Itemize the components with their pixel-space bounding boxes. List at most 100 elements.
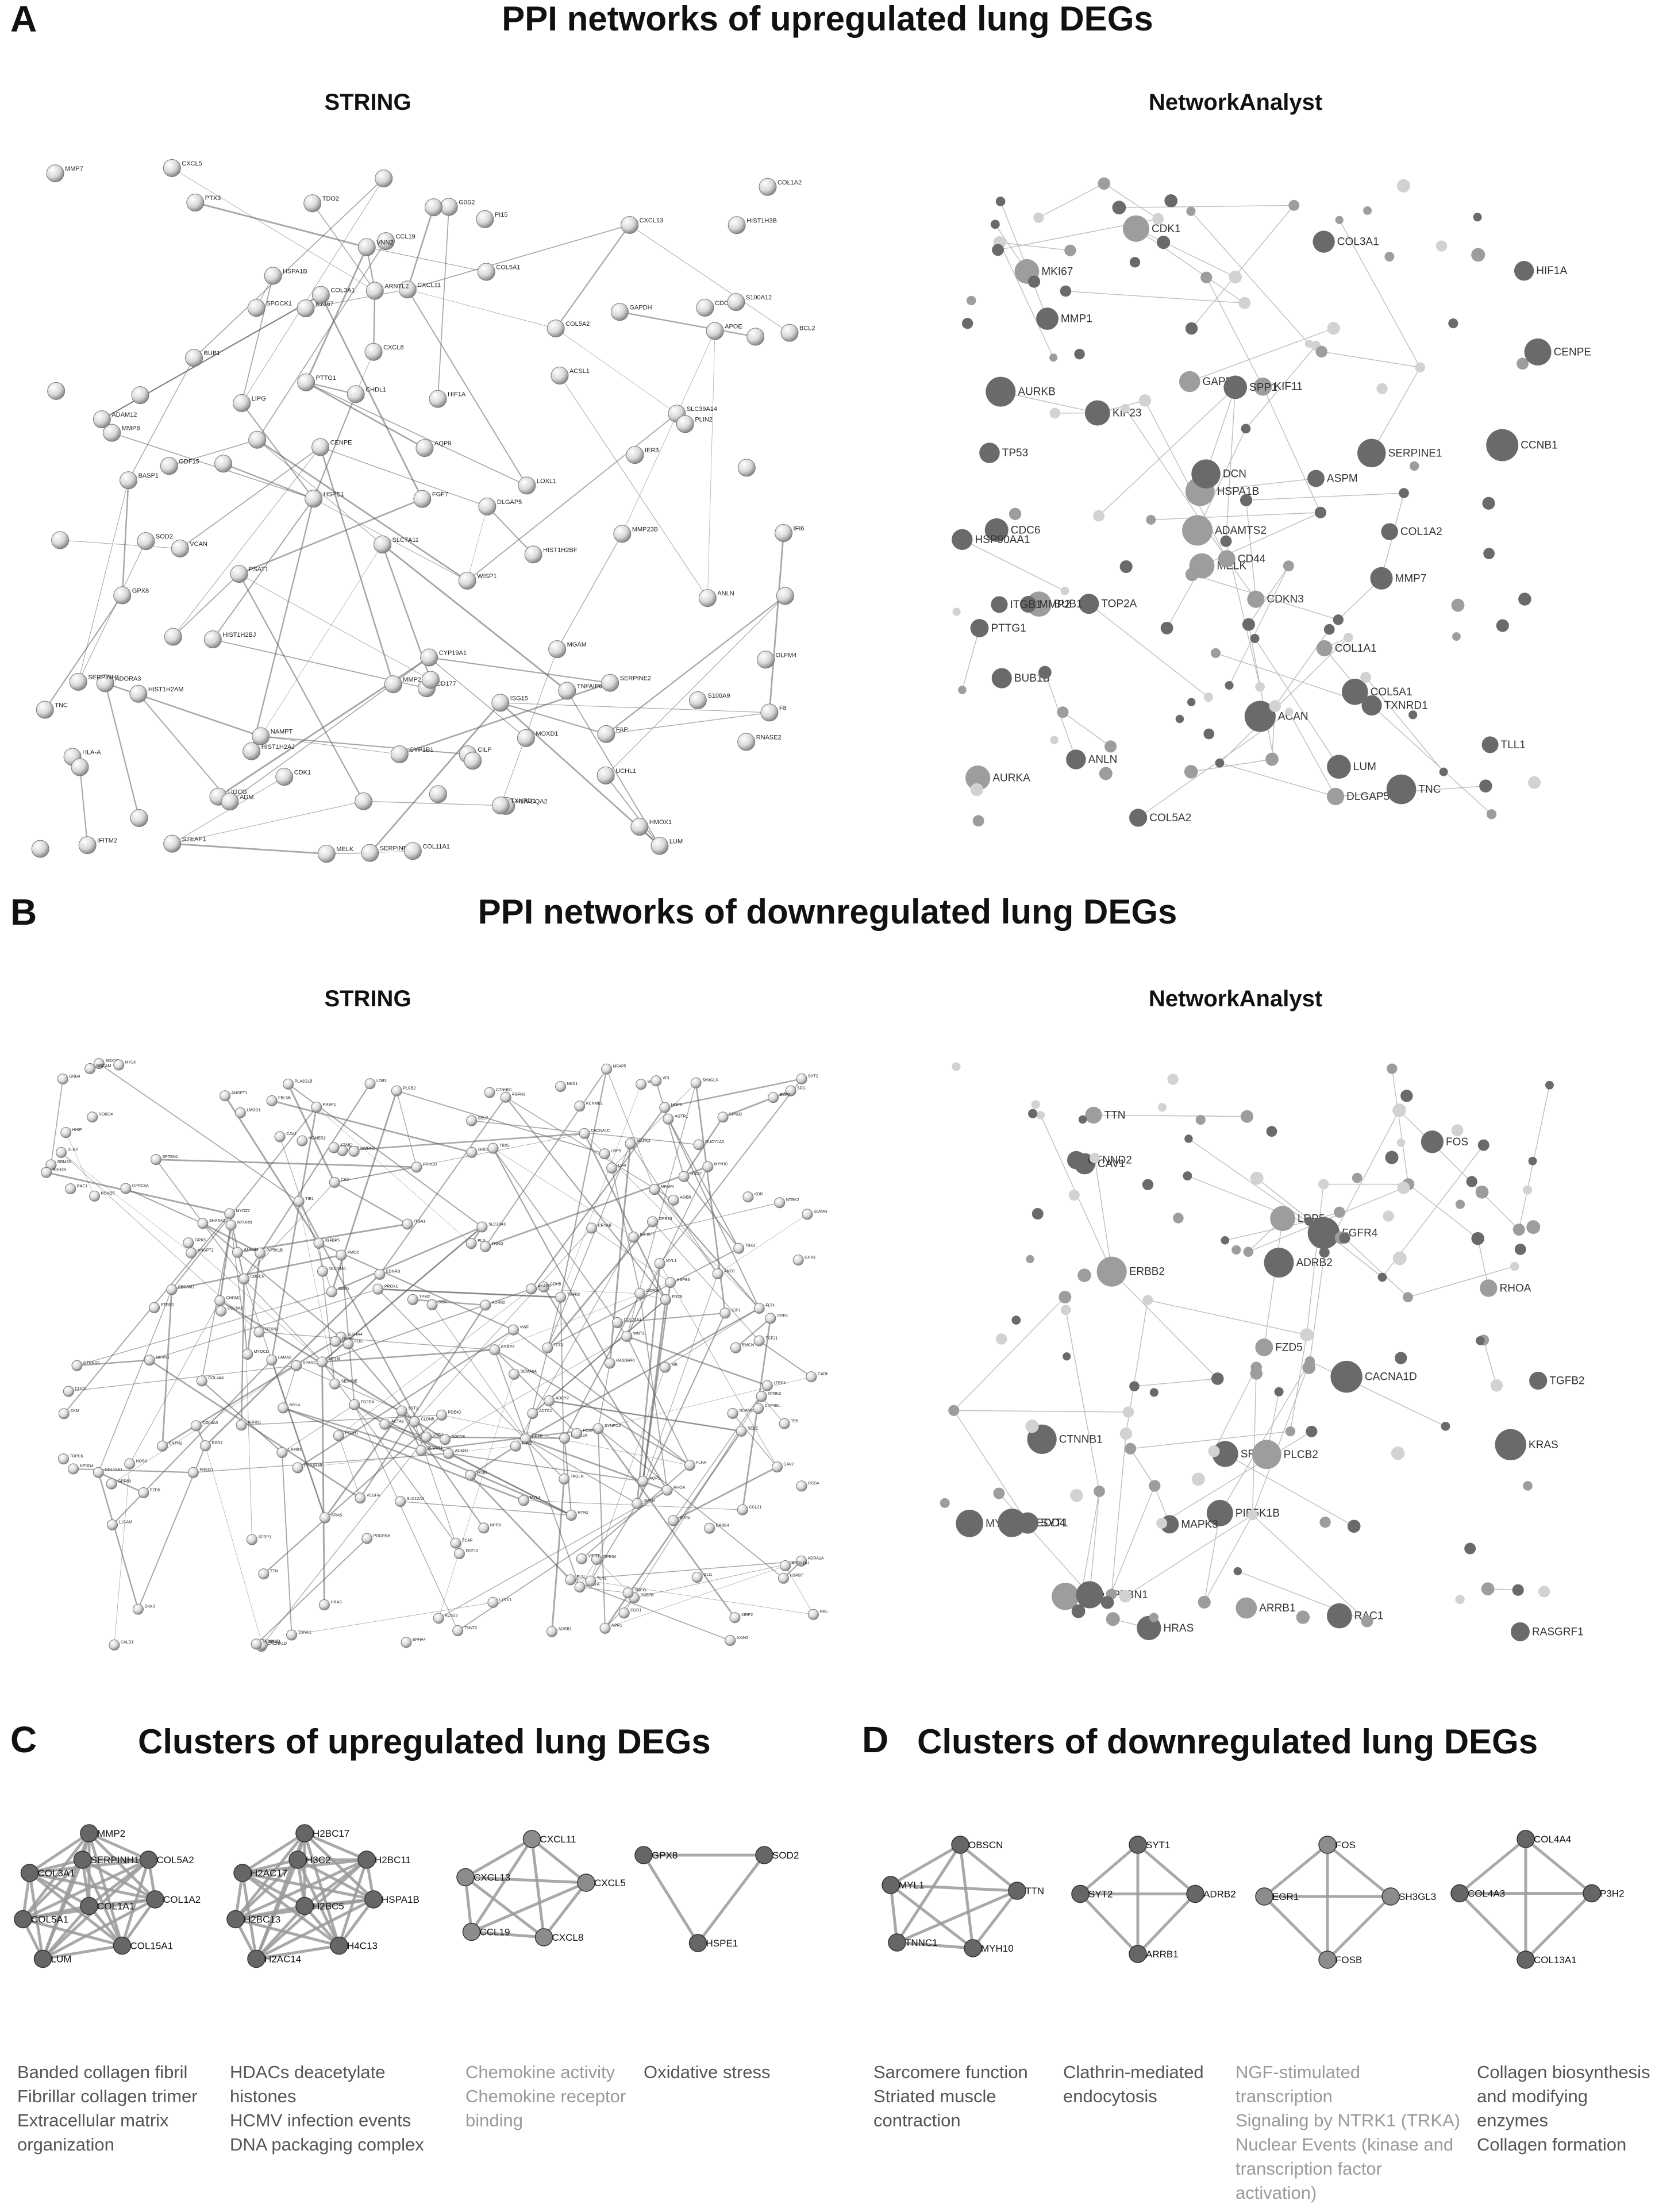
network-node [163,834,182,853]
node-label: PPP1R1B [304,1463,322,1467]
network-node [305,490,323,508]
network-node [1274,1387,1284,1397]
network-node [586,1222,598,1234]
network-node [69,672,87,691]
cluster-node-label: SYT1 [1146,1840,1171,1851]
cluster-node-label: CXCL11 [540,1834,576,1845]
node-label: SYT1 [1041,1517,1068,1529]
network-edge [61,1152,191,1253]
network-node [742,1191,754,1203]
network-edge [257,241,387,440]
network-node [131,386,149,405]
network-edge [421,1449,572,1516]
network-node [647,1216,659,1228]
node-label: LOXL1 [537,478,556,484]
network-edge [161,1289,173,1447]
cluster-c3: CXCL11 CXCL13 CXCL5 CCL19 CXCL8 [456,1830,626,1946]
network-node [962,318,973,329]
node-label: PTTG1 [316,375,336,382]
network-node [1026,1255,1034,1264]
network-node [186,1247,197,1259]
network-edge [1088,603,1209,698]
node-label: DCN [1223,468,1246,480]
network-edge [492,1148,611,1364]
string-down-network: MTURN KRBP1 GPR34 GPR83 GPRC5A GPR83 SLC44A1 AD… [41,1058,828,1652]
node-label: NRCAM [97,1064,111,1068]
cluster-edge [1263,1844,1329,1898]
network-edge [334,1182,408,1225]
network-node [678,1171,690,1182]
node-label: KRBP1 [323,1103,336,1107]
cluster-node [1186,1884,1204,1903]
network-node [1184,765,1198,779]
network-edge [172,801,364,844]
network-node [401,1637,412,1648]
network-node [1304,1356,1315,1367]
network-node [465,1469,476,1481]
network-node [484,1087,495,1098]
network-edge [494,1349,690,1466]
network-node [1208,1445,1220,1457]
node-label: BUB1 [204,350,221,357]
network-node [952,607,961,616]
network-edge [1134,1378,1218,1387]
network-edge [999,242,1071,251]
network-node [396,1405,407,1417]
network-node [1200,271,1213,283]
network-edge [438,1490,668,1619]
networkanalyst-down-network: TTNMYH10ERBB2RHOAPIP5K1BRASGRF1RAC1LRP5C… [940,1062,1585,1641]
cluster-node [357,1851,376,1869]
network-edge [672,1466,778,1522]
node-label: KDR [755,1192,763,1197]
cluster-edge [29,1871,90,1907]
network-edge [306,382,425,449]
network-node [251,1638,262,1650]
node-label: MFAP4 [661,1185,674,1189]
cluster-edge [241,1832,306,1875]
cluster-node [1129,1945,1147,1963]
network-edge [642,1282,671,1482]
network-edge [281,1452,292,1636]
network-node [1415,362,1426,373]
network-node [778,1572,789,1584]
network-edge [606,1069,655,1190]
network-node [796,1073,807,1084]
network-node [1439,767,1448,776]
node-label: CDK1 [1152,223,1181,235]
node-label: TNNI3 [492,1242,503,1246]
node-label: COL3A1 [330,287,355,294]
network-node [632,1498,643,1509]
network-node [761,1380,773,1391]
node-label: MMRN1 [360,1147,375,1151]
network-edge [316,1107,472,1244]
network-node [1421,1130,1444,1153]
network-node [1265,752,1279,766]
node-label: COL4A3 [202,1421,218,1425]
network-node [651,1075,662,1087]
cluster-edge [642,1854,699,1944]
node-label: RASGRF1 [616,1359,635,1363]
network-edge [241,275,274,403]
network-node [199,1440,211,1452]
cluster-annotation-c2: HDACs deacetylate histones HCMV infection … [230,2060,424,2157]
node-label: HOMER2 [309,1136,326,1140]
node-label: AGTR1 [675,1114,688,1118]
node-label: HRAS [330,1601,342,1605]
network-node [956,1509,984,1537]
network-edge [557,533,623,649]
network-edge [617,1312,726,1324]
network-node [510,1440,521,1452]
network-edge [98,1471,144,1494]
network-node [520,1433,532,1445]
network-edge [98,1472,139,1610]
network-node [757,651,775,669]
network-node [1212,1441,1238,1467]
network-node [565,1574,576,1586]
network-node [712,1268,723,1280]
network-node [1480,1279,1498,1297]
cluster-edge [41,1859,84,1960]
node-label: CLIC5 [75,1387,86,1391]
cluster-node [1583,1884,1601,1903]
node-label: SMPX [338,1287,349,1291]
network-edge [429,656,610,684]
